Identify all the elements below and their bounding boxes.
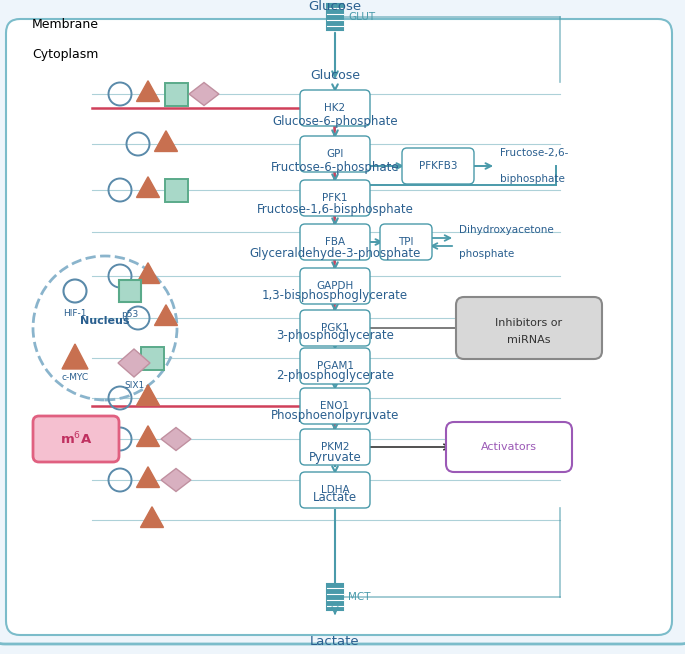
Polygon shape [136,385,160,405]
FancyBboxPatch shape [300,90,370,126]
Text: Inhibitors or: Inhibitors or [495,318,562,328]
Text: PGAM1: PGAM1 [316,361,353,371]
Text: PGK1: PGK1 [321,323,349,333]
Text: PFKFB3: PFKFB3 [419,161,458,171]
Text: 1,3-bisphosphoglycerate: 1,3-bisphosphoglycerate [262,289,408,302]
Polygon shape [136,467,160,487]
Polygon shape [136,263,160,283]
Text: c-MYC: c-MYC [62,373,88,382]
Text: 3-phosphoglycerate: 3-phosphoglycerate [276,329,394,342]
Text: MCT: MCT [348,592,371,602]
Polygon shape [189,82,219,105]
Polygon shape [62,344,88,369]
FancyBboxPatch shape [300,136,370,172]
Polygon shape [118,349,150,377]
Text: Pyruvate: Pyruvate [309,451,362,464]
Text: Dihydroxyacetone: Dihydroxyacetone [459,225,553,235]
Text: phosphate: phosphate [459,249,514,259]
Text: Glucose: Glucose [310,69,360,82]
Text: Glucose-6-phosphate: Glucose-6-phosphate [272,115,398,128]
FancyBboxPatch shape [300,224,370,260]
FancyBboxPatch shape [300,310,370,346]
Text: GLUT: GLUT [348,12,375,22]
Polygon shape [161,428,191,451]
FancyBboxPatch shape [164,179,188,201]
FancyBboxPatch shape [300,388,370,424]
FancyBboxPatch shape [327,4,343,30]
FancyBboxPatch shape [327,584,343,610]
Polygon shape [161,468,191,492]
Text: Cytoplasm: Cytoplasm [32,48,99,61]
FancyBboxPatch shape [140,347,164,370]
Text: GAPDH: GAPDH [316,281,353,291]
Text: HIF-1: HIF-1 [63,309,87,318]
FancyBboxPatch shape [164,82,188,105]
Polygon shape [155,305,177,326]
Text: TPI: TPI [398,237,414,247]
Polygon shape [136,81,160,101]
FancyBboxPatch shape [300,429,370,465]
Text: Fructose-1,6-bisphosphate: Fructose-1,6-bisphosphate [257,203,414,216]
Text: Membrane: Membrane [32,18,99,31]
Polygon shape [136,177,160,198]
Text: m$^6$A: m$^6$A [60,431,92,447]
Text: SIX1: SIX1 [124,381,144,390]
Text: Fructose-2,6-: Fructose-2,6- [500,148,569,158]
FancyBboxPatch shape [402,148,474,184]
Text: ENO1: ENO1 [321,401,349,411]
Polygon shape [136,426,160,447]
Text: p53: p53 [121,310,138,319]
Text: Phosphoenolpyruvate: Phosphoenolpyruvate [271,409,399,422]
Text: Nucleus: Nucleus [80,316,129,326]
Text: GPI: GPI [326,149,344,159]
Text: Fructose-6-phosphate: Fructose-6-phosphate [271,161,399,174]
FancyBboxPatch shape [300,180,370,216]
FancyBboxPatch shape [119,280,141,302]
Text: HK2: HK2 [325,103,345,113]
FancyBboxPatch shape [33,416,119,462]
Polygon shape [140,507,164,528]
Text: Lactate: Lactate [313,491,357,504]
Text: FBA: FBA [325,237,345,247]
Text: Glucose: Glucose [308,0,362,13]
Polygon shape [155,131,177,152]
FancyBboxPatch shape [300,268,370,304]
Text: PKM2: PKM2 [321,442,349,452]
Text: biphosphate: biphosphate [500,174,565,184]
FancyBboxPatch shape [6,19,672,635]
Text: Lactate: Lactate [310,635,360,648]
FancyBboxPatch shape [300,472,370,508]
Text: LDHA: LDHA [321,485,349,495]
Text: Activators: Activators [481,442,537,452]
FancyBboxPatch shape [300,348,370,384]
Text: miRNAs: miRNAs [508,335,551,345]
FancyBboxPatch shape [456,297,602,359]
Text: 2-phosphoglycerate: 2-phosphoglycerate [276,369,394,382]
Text: Glyceraldehyde-3-phosphate: Glyceraldehyde-3-phosphate [249,247,421,260]
FancyBboxPatch shape [446,422,572,472]
FancyBboxPatch shape [380,224,432,260]
Text: PFK1: PFK1 [322,193,348,203]
